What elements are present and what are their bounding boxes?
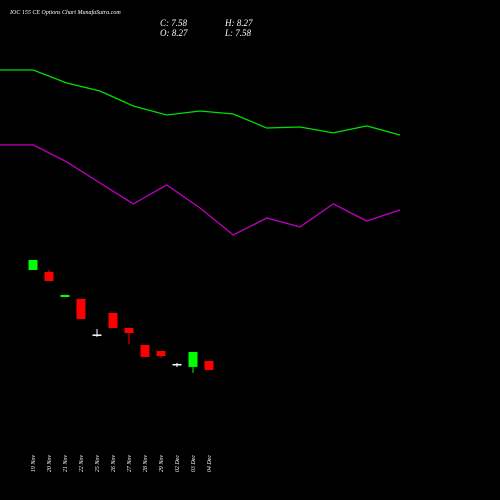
x-tick-label: 19 Nov bbox=[31, 455, 37, 473]
x-tick-label: 04 Dec bbox=[206, 455, 213, 472]
x-tick-label: 28 Nov bbox=[143, 455, 149, 473]
candle-body bbox=[44, 271, 54, 282]
x-tick-label: 22 Nov bbox=[79, 455, 85, 473]
ohlc-high: H: 8.27 bbox=[224, 18, 253, 28]
ohlc-low: L: 7.58 bbox=[224, 28, 252, 38]
x-tick-label: 03 Dec bbox=[191, 455, 197, 472]
candle-body bbox=[156, 350, 166, 357]
candle-body bbox=[92, 334, 102, 336]
candle-body bbox=[60, 294, 70, 298]
candle-body bbox=[28, 259, 38, 270]
x-tick-label: 02 Dec bbox=[175, 455, 181, 472]
x-tick-label: 29 Nov bbox=[159, 455, 165, 473]
indicator-line bbox=[0, 144, 401, 236]
candle-body bbox=[124, 327, 134, 334]
ohlc-close: C: 7.58 bbox=[160, 18, 188, 28]
candle-body bbox=[188, 351, 198, 367]
candle-body bbox=[140, 344, 150, 357]
candle-body bbox=[108, 312, 118, 328]
chart-title: IOC 155 CE Options Chart MunafaSutra.com bbox=[9, 9, 121, 16]
indicator-line bbox=[0, 69, 401, 136]
x-tick-label: 21 Nov bbox=[63, 455, 69, 473]
candle-body bbox=[172, 363, 182, 366]
ohlc-open: O: 8.27 bbox=[160, 28, 188, 38]
candle-body bbox=[76, 298, 86, 319]
x-tick-label: 27 Nov bbox=[127, 455, 133, 473]
x-tick-label: 20 Nov bbox=[47, 455, 53, 473]
x-tick-label: 25 Nov bbox=[95, 455, 101, 473]
x-tick-label: 26 Nov bbox=[111, 455, 117, 473]
candle-body bbox=[204, 360, 214, 370]
